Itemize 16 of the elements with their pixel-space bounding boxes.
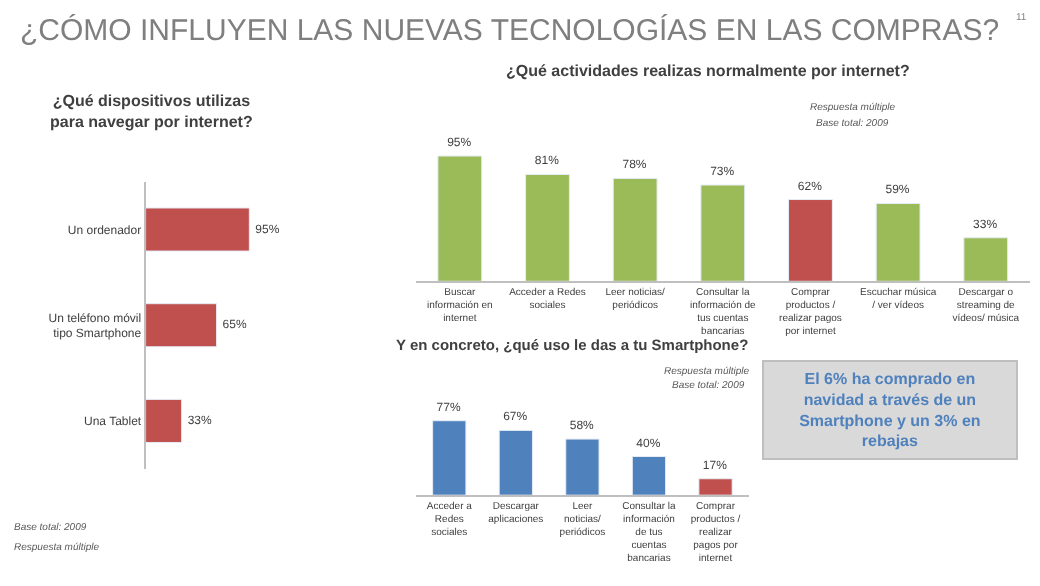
bar [963, 237, 1009, 282]
bar [631, 456, 667, 496]
text: ¿CÓMO INFLUYEN LAS NUEVAS TECNOLOGÍAS EN LAS COMPRAS? [20, 12, 1000, 48]
bar [698, 478, 733, 496]
bar [525, 173, 570, 282]
bar [565, 438, 600, 496]
bar [432, 420, 467, 496]
bar [437, 155, 483, 282]
bar [612, 177, 658, 282]
chart-title: ¿Qué dispositivos utilizas para navegar por internet? [50, 92, 253, 131]
chart-title: ¿Qué actividades realizas normalmente por internet? [506, 62, 910, 80]
bar [788, 199, 833, 282]
bar [700, 184, 746, 282]
bar [498, 429, 533, 496]
bar [875, 202, 921, 282]
text: El 6% ha comprado en navidad a través de un Smartphone y un 3% en rebajas [799, 370, 981, 451]
